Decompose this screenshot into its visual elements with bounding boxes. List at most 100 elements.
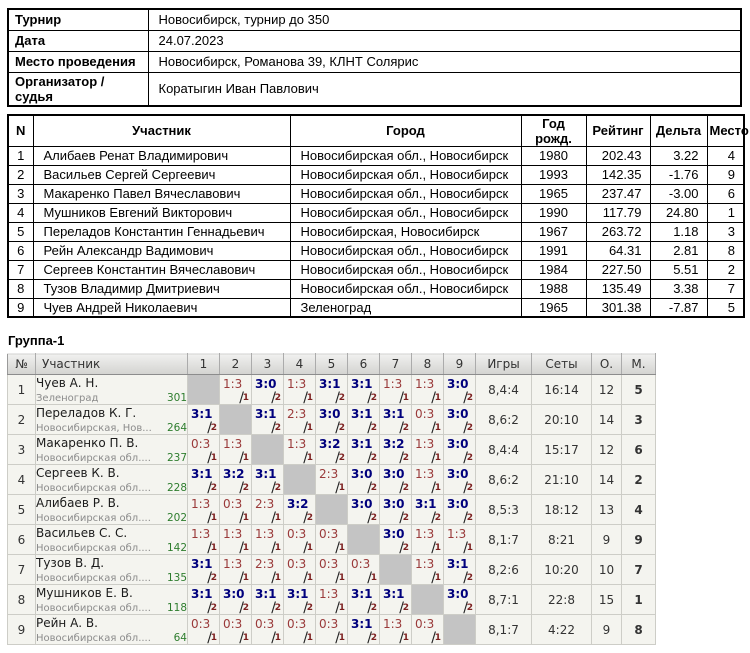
match-points: 1 [242,543,249,553]
slash-divider: / [207,570,212,586]
participant-name: Васильев Сергей Сергеевич [32,164,291,185]
slash-divider: / [367,570,372,586]
match-points: 1 [242,513,249,523]
match-points: 1 [370,573,377,583]
slash-divider: / [463,480,468,496]
group-participant-name: Васильев С. С. [36,525,128,540]
group-participant-city: Новосибирская обл.... [36,512,151,524]
info-label: Организатор / судья [7,71,149,106]
match-result-cell: 3:1/2 [187,584,220,616]
group-participant-city: Зеленоград [36,392,99,404]
slash-divider: / [271,390,276,406]
group-participant-city: Новосибирская обл.... [36,452,151,464]
participant-name: Мушников Евгений Викторович [32,202,291,223]
participant-row: 2 Васильев Сергей Сергеевич Новосибирска… [7,164,745,185]
match-score: 3:0 [447,497,469,511]
match-score: 3:1 [191,467,213,481]
slash-divider: / [431,540,436,556]
match-score: 1:3 [223,557,243,571]
info-row-venue: Место проведения Новосибирск, Романова 3… [7,50,742,73]
match-score: 3:0 [383,497,405,511]
participant-city: Зеленоград [289,297,522,318]
match-result-cell: 0:3/1 [283,554,316,586]
participant-row: 6 Рейн Александр Вадимович Новосибирская… [7,240,745,261]
match-score: 3:1 [351,377,373,391]
match-score: 3:0 [447,407,469,421]
slash-divider: / [271,480,276,496]
match-result-cell: 3:0/2 [379,524,412,556]
group-games: 8,2:6 [475,554,532,585]
match-score: 0:3 [319,557,339,571]
group-participant-subline: Новосибирская обл.... 202 [36,512,187,524]
group-games: 8,1:7 [475,524,532,555]
match-score: 1:3 [415,377,435,391]
participant-city: Новосибирская обл., Новосибирск [289,278,522,299]
group-participant-rating: 237 [166,451,187,464]
match-score: 1:3 [191,527,211,541]
match-points: 1 [338,633,345,643]
match-score: 3:1 [319,377,341,391]
match-score: 3:1 [351,587,373,601]
match-points: 1 [306,393,313,403]
match-score: 0:3 [287,527,307,541]
group-place: 9 [621,524,656,555]
participant-city: Новосибирская обл., Новосибирск [289,183,522,204]
participant-place: 8 [706,240,745,261]
participant-city: Новосибирская обл., Новосибирск [289,202,522,223]
group-points: 15 [591,584,622,615]
match-points: 2 [466,483,473,493]
info-row-tournament: Турнир Новосибирск, турнир до 350 [7,8,742,31]
col-header-sets: Сеты [531,353,592,375]
participant-number: 4 [7,202,34,223]
match-result-cell: 1:3/1 [379,614,412,646]
slash-divider: / [399,540,404,556]
participant-rating: 227.50 [585,259,651,280]
match-score: 0:3 [223,617,243,631]
match-score: 3:0 [447,467,469,481]
match-points: 2 [466,453,473,463]
match-score: 0:3 [415,407,435,421]
participant-delta: -3.00 [649,183,708,204]
match-points: 1 [306,543,313,553]
match-score: 3:0 [383,527,405,541]
match-score: 1:3 [191,497,211,511]
participant-delta: -7.87 [649,297,708,318]
slash-divider: / [431,420,436,436]
match-points: 1 [306,423,313,433]
slash-divider: / [367,630,372,646]
group-sets: 8:21 [531,524,592,555]
participant-rating: 64.31 [585,240,651,261]
group-participant-cell: Рейн А. В. Новосибирская обл.... 64 [35,614,188,645]
group-place: 7 [621,554,656,585]
match-score: 3:0 [447,587,469,601]
group-sets: 20:10 [531,404,592,435]
slash-divider: / [335,480,340,496]
match-result-cell: 2:3/1 [315,464,348,496]
col-header-delta: Дельта [649,114,708,147]
match-score: 3:1 [255,407,277,421]
participant-name: Макаренко Павел Вячеславович [32,183,291,204]
slash-divider: / [367,510,372,526]
match-points: 1 [434,543,441,553]
participant-name: Переладов Константин Геннадьевич [32,221,291,242]
match-points: 2 [274,393,281,403]
col-header-city: Город [289,114,522,147]
group-participant-subline: Новосибирская обл.... 64 [36,632,187,644]
match-result-cell: 2:3/1 [251,494,284,526]
group-participant-city: Новосибирская обл.... [36,542,151,554]
match-score: 3:1 [191,407,213,421]
slash-divider: / [207,600,212,616]
participant-place: 6 [706,183,745,204]
participant-rating: 237.47 [585,183,651,204]
group-row-number: 6 [7,524,36,555]
group-place: 3 [621,404,656,435]
group-participant-subline: Новосибирская, Нов... 264 [36,422,187,434]
group-participant-rating: 264 [166,421,187,434]
match-points: 2 [370,633,377,643]
participant-delta: 24.80 [649,202,708,223]
participant-number: 9 [7,297,34,318]
match-score: 3:1 [447,557,469,571]
group-row: 3 Макаренко П. В. Новосибирская обл.... … [7,434,656,466]
group-row-number: 3 [7,434,36,465]
group-games: 8,1:7 [475,614,532,645]
